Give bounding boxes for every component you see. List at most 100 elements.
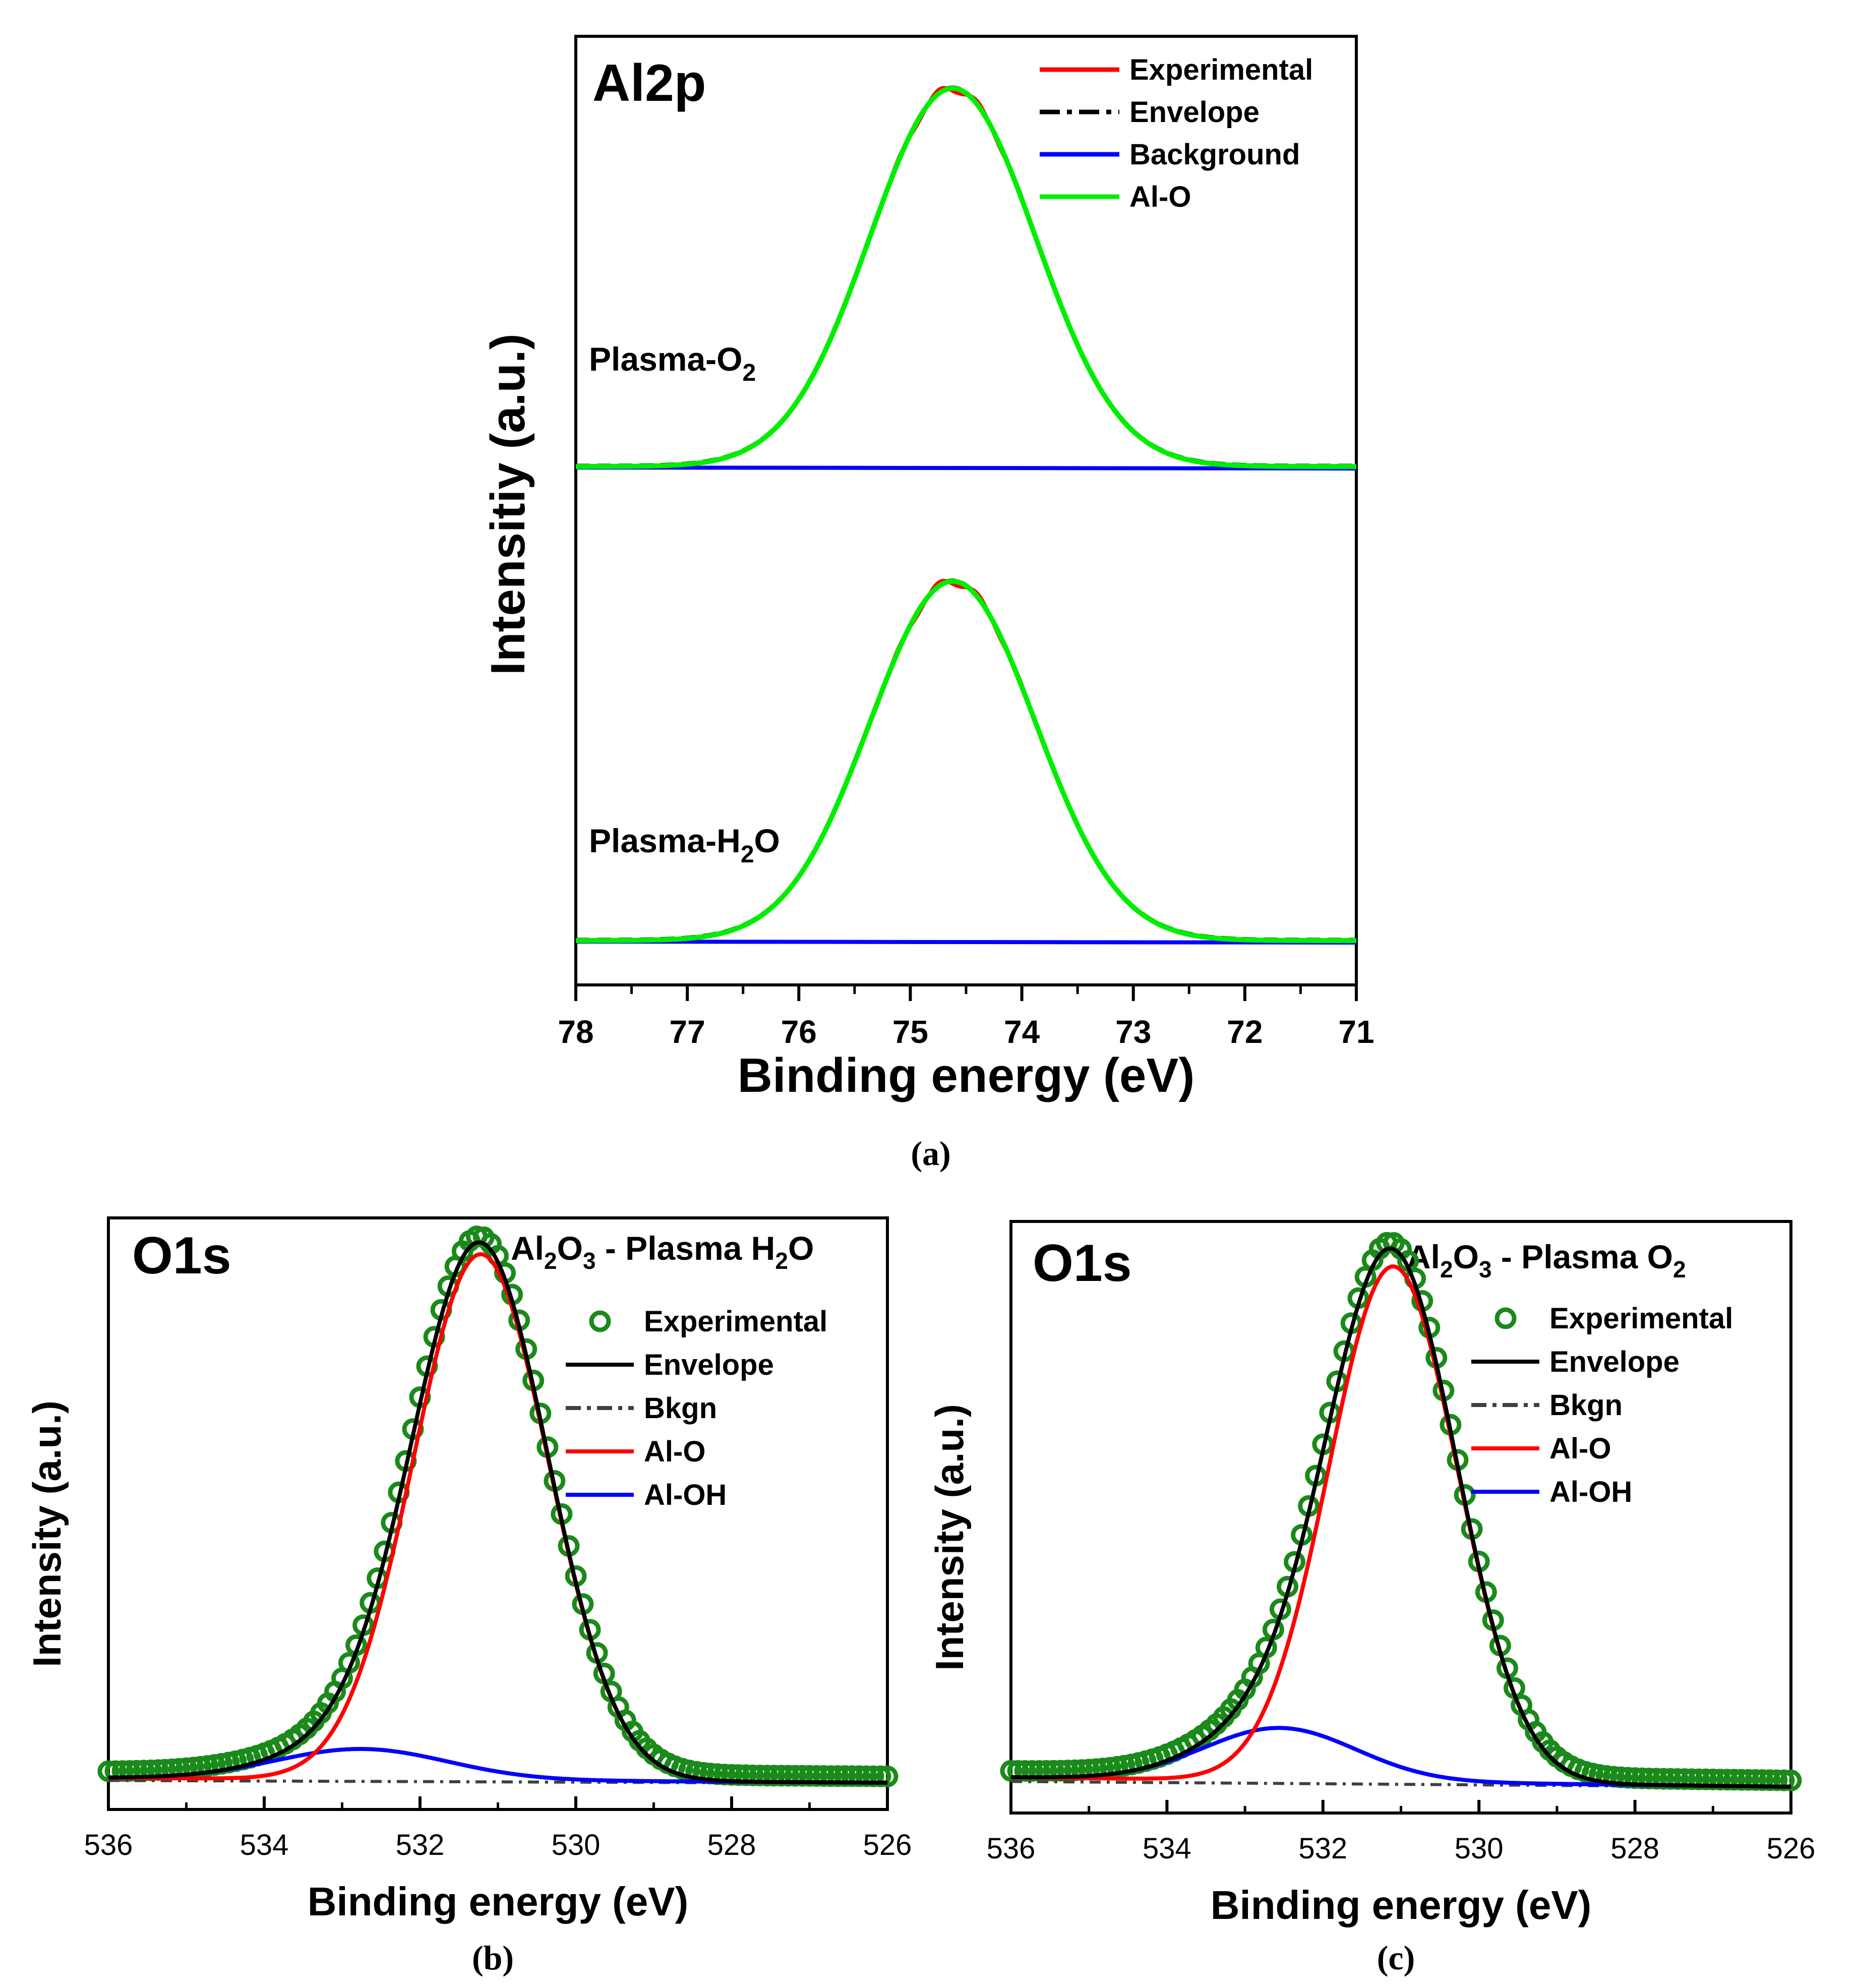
experimental-point [1645, 1768, 1667, 1790]
subtitle-subscript: 2 [1673, 1256, 1686, 1282]
background-line [575, 940, 1357, 945]
y-axis-label: Intensitiy (a.u.) [481, 333, 535, 675]
experimental-point [1716, 1769, 1738, 1791]
experimental-point [1766, 1769, 1788, 1791]
panel-caption: (a) [911, 1134, 950, 1173]
annotation-text: Plasma-H [589, 822, 741, 859]
legend-swatch [589, 1310, 611, 1332]
legend-label: Bkgn [1549, 1389, 1623, 1422]
x-tick-label: 75 [892, 1014, 928, 1050]
experimental-point [1759, 1769, 1781, 1791]
legend-label: Experimental [1129, 53, 1313, 86]
subtitle-part: O [557, 1230, 583, 1267]
panel-subtitle: Al2O3 - Plasma O2 [1407, 1238, 1686, 1282]
subtitle-part: O [788, 1230, 814, 1267]
al-o-line [576, 578, 1356, 943]
x-tick-label: 532 [396, 1829, 445, 1861]
subtitle-part: - Plasma H [596, 1230, 775, 1267]
experimental-point [869, 1765, 891, 1787]
subtitle-part: Al [511, 1230, 544, 1267]
x-tick-label: 534 [240, 1829, 289, 1861]
experimental-point [1695, 1768, 1717, 1790]
experimental-point [777, 1765, 799, 1787]
x-tick-label: 73 [1115, 1014, 1151, 1050]
subtitle-subscript: 2 [1440, 1256, 1453, 1282]
al-o-line [576, 85, 1356, 469]
legend-label: Background [1129, 138, 1300, 171]
subtitle-part: - Plasma O [1492, 1238, 1673, 1275]
y-axis-label: Intensity (a.u.) [25, 1400, 69, 1667]
panel-a: 78 77 76 75 74 73 72 71 Binding energy (eV) Inten… [481, 35, 1374, 1173]
x-tick-label: 526 [1767, 1832, 1816, 1865]
panel-b: 536 534 532 530 528 526 Binding energy (eV) Int… [25, 1216, 912, 1977]
subtitle-subscript: 2 [544, 1248, 557, 1274]
experimental-point [862, 1765, 884, 1787]
legend-label: Envelope [1129, 96, 1260, 129]
experimental-point [1014, 1760, 1036, 1782]
x-tick-label: 528 [707, 1829, 756, 1861]
legend-label: Al-OH [1549, 1476, 1632, 1508]
experimental-point [1681, 1768, 1703, 1790]
experimental-point [1723, 1769, 1745, 1791]
x-tick-label: 71 [1338, 1014, 1374, 1050]
experimental-point [1745, 1769, 1767, 1791]
panel-title: Al2p [592, 54, 706, 112]
x-tick-label: 78 [558, 1014, 593, 1050]
subtitle-part: O [1453, 1238, 1479, 1275]
x-tick-label: 74 [1004, 1014, 1040, 1050]
panel-title: O1s [1033, 1234, 1132, 1293]
legend-label: Experimental [644, 1305, 827, 1338]
legend-label: Envelope [1549, 1346, 1680, 1378]
x-tick-label: 72 [1227, 1014, 1263, 1050]
annotation-text: Plasma-O [589, 340, 742, 378]
experimental-point [1730, 1769, 1753, 1791]
experimental-point [820, 1765, 842, 1787]
x-tick-label: 532 [1298, 1832, 1347, 1865]
x-tick-label: 77 [670, 1014, 705, 1050]
experimental-point [876, 1765, 899, 1787]
panel-c: 536 534 532 530 528 526 Binding energy (eV) Int… [927, 1220, 1816, 1977]
experimental-point [848, 1765, 870, 1787]
legend-label: Bkgn [644, 1392, 717, 1425]
background-line [575, 465, 1357, 471]
experimental-point [792, 1765, 813, 1787]
legend-label: Al-O [644, 1435, 705, 1468]
legend-label: Envelope [644, 1349, 774, 1381]
panel-title: O1s [132, 1226, 231, 1285]
experimental-point [1000, 1760, 1022, 1782]
annotation-tail: O [754, 822, 780, 859]
envelope-line [1010, 1246, 1791, 1789]
experimental-point [855, 1765, 877, 1787]
x-tick-label: 536 [84, 1829, 133, 1861]
sample-annotation: Plasma-O2 [589, 340, 756, 386]
annotation-subscript: 2 [741, 841, 754, 868]
experimental-point [1752, 1769, 1774, 1791]
panel-subtitle: Al2O3 - Plasma H2O [511, 1230, 814, 1274]
experimental-point [1652, 1768, 1674, 1790]
x-tick-label: 76 [781, 1014, 817, 1050]
panel-caption: (b) [472, 1939, 514, 1977]
legend-swatch [1494, 1307, 1517, 1329]
experimental-point [742, 1764, 764, 1786]
x-axis-label: Binding energy (eV) [738, 1048, 1195, 1102]
x-tick-label: 536 [987, 1832, 1036, 1865]
subtitle-subscript: 2 [775, 1248, 788, 1274]
experimental-point [1780, 1769, 1802, 1791]
x-tick-label: 534 [1143, 1832, 1191, 1865]
legend-label: Al-O [1129, 181, 1191, 213]
x-tick-label: 528 [1610, 1832, 1659, 1865]
legend-label: Al-O [1549, 1432, 1611, 1465]
experimental-point [827, 1765, 849, 1787]
experimental-point [1773, 1769, 1795, 1791]
legend-label: Experimental [1549, 1302, 1733, 1335]
subtitle-subscript: 3 [583, 1248, 596, 1274]
x-tick-label: 530 [552, 1829, 601, 1861]
experimental-point [749, 1765, 771, 1787]
x-tick-label: 526 [863, 1829, 912, 1861]
experimental-point [1007, 1760, 1029, 1782]
annotation-subscript: 2 [742, 360, 756, 386]
subtitle-subscript: 3 [1479, 1256, 1492, 1282]
x-tick-label: 530 [1455, 1832, 1504, 1865]
